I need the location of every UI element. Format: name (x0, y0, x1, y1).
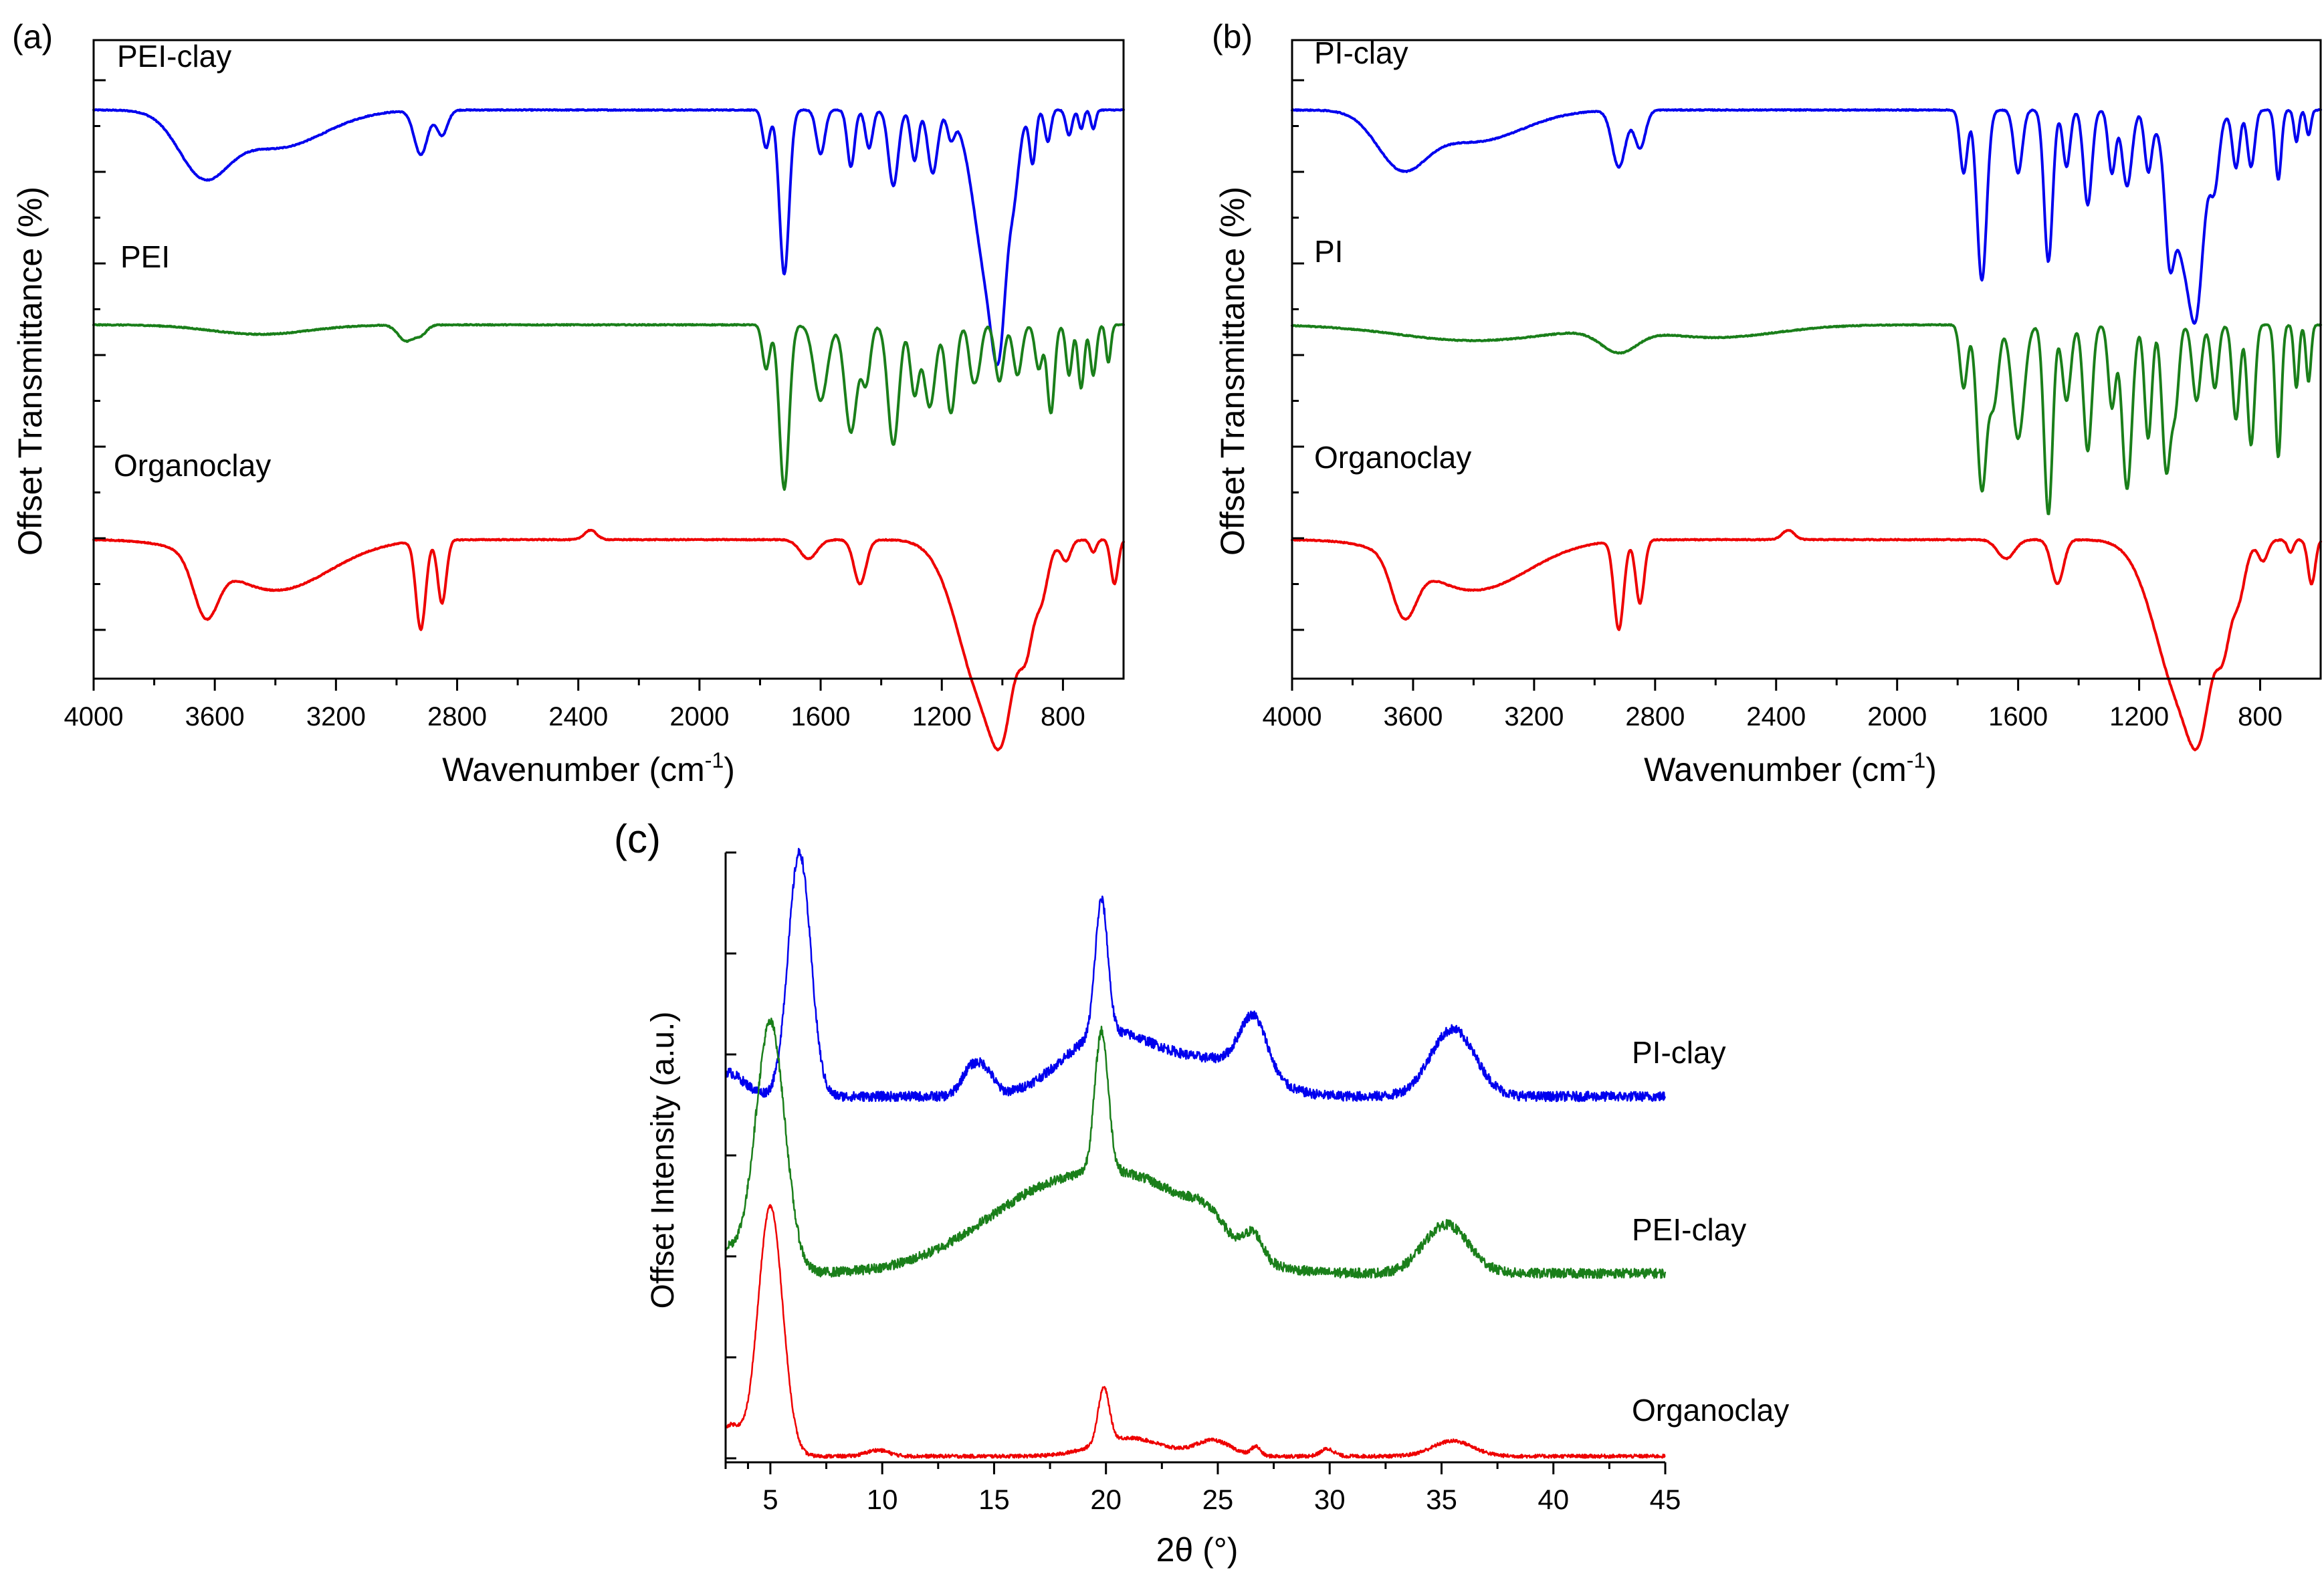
panel-c-x-tick-label-20: 20 (1090, 1484, 1122, 1515)
panel-b-trace-pi-clay (1291, 108, 2322, 325)
panel-a-axes (92, 39, 1125, 680)
panel-c-x-tick-label-25: 25 (1202, 1484, 1234, 1515)
panel-c-xrd: (c) 5 10 15 20 25 30 35 40 45 PI-clay PEI-clay Org… (614, 816, 1789, 1569)
panel-b-x-tick-label-3200: 3200 (1504, 702, 1564, 731)
panel-b-x-tick-label-4000: 4000 (1263, 702, 1322, 731)
panel-c-trace-organoclay (725, 1204, 1666, 1459)
panel-b-x-tick-label-1600: 1600 (1988, 702, 2048, 731)
panel-b-x-tick-label-1200: 1200 (2109, 702, 2169, 731)
panel-b-x-tick-label-3600: 3600 (1383, 702, 1443, 731)
panel-c-label-pi-clay: PI-clay (1632, 1035, 1726, 1070)
panel-b-ftir: (b) 4000 3600 3200 2800 2400 2000 1600 1200 800 … (1212, 18, 2322, 788)
panel-a-frame (92, 39, 1125, 680)
panel-a-trace-pei (92, 323, 1125, 491)
panel-b-trace-organoclay (1291, 529, 2322, 752)
panel-b-y-ticks (1292, 79, 1304, 631)
panel-c-y-ticks (726, 851, 736, 1460)
panel-c-trace-pei-clay (724, 1017, 1667, 1279)
panel-b-y-axis-title: Offset Transmittance (%) (1214, 187, 1251, 556)
panel-b-label-organoclay: Organoclay (1314, 440, 1471, 475)
panel-a-x-tick-label-4000: 4000 (64, 702, 124, 731)
panel-a-x-tick-label-2000: 2000 (669, 702, 729, 731)
panel-a-series-labels: PEI-clay PEI Organoclay (114, 39, 271, 483)
panel-c-trace-pi-clay (724, 848, 1667, 1103)
panel-a-x-tick-label-1200: 1200 (912, 702, 972, 731)
panel-a-x-tick-label-3200: 3200 (306, 702, 366, 731)
panel-a-x-ticks: 4000 3600 3200 2800 2400 2000 1600 1200 800 (64, 679, 1085, 731)
panel-c-x-tick-label-30: 30 (1314, 1484, 1346, 1515)
panel-c-x-tick-label-35: 35 (1426, 1484, 1457, 1515)
panel-b-label-pi-clay: PI-clay (1314, 35, 1408, 70)
panel-c-x-axis-title: 2θ (°) (1156, 1531, 1239, 1569)
panel-a-ftir: (a) 4000 3600 3200 2800 2400 2000 1600 1200 800 … (11, 18, 1125, 788)
panel-b-x-tick-label-2400: 2400 (1746, 702, 1806, 731)
panel-b-traces (1291, 108, 2322, 752)
panel-b-trace-pi (1291, 323, 2322, 516)
panel-a-x-tick-label-3600: 3600 (185, 702, 245, 731)
panel-c-series-labels: PI-clay PEI-clay Organoclay (1632, 1035, 1789, 1428)
panel-a-x-tick-label-2800: 2800 (427, 702, 487, 731)
panel-b-label-pi: PI (1314, 234, 1343, 269)
panel-a-trace-organoclay (92, 528, 1125, 752)
panel-c-x-tick-label-40: 40 (1538, 1484, 1569, 1515)
panel-b-axes (1291, 39, 2322, 680)
panel-b-frame (1291, 39, 2322, 680)
panel-a-label-pei: PEI (120, 239, 170, 274)
panel-b-series-labels: PI-clay PI Organoclay (1314, 35, 1471, 475)
panel-b-x-tick-label-2000: 2000 (1867, 702, 1927, 731)
panel-c-x-tick-label-45: 45 (1650, 1484, 1681, 1515)
panel-a-x-tick-label-1600: 1600 (791, 702, 851, 731)
panel-a-x-tick-label-800: 800 (1041, 702, 1085, 731)
panel-c-label-pei-clay: PEI-clay (1632, 1212, 1746, 1247)
panel-a-label-pei-clay: PEI-clay (117, 39, 231, 74)
panel-b-label: (b) (1212, 18, 1253, 55)
panel-a-x-tick-label-2400: 2400 (548, 702, 608, 731)
panel-c-label-organoclay: Organoclay (1632, 1393, 1789, 1428)
panel-b-x-ticks: 4000 3600 3200 2800 2400 2000 1600 1200 800 (1263, 679, 2283, 731)
panel-b-x-axis-title: Wavenumber (cm-1) (1644, 748, 1937, 788)
panel-b-x-tick-label-800: 800 (2238, 702, 2283, 731)
panel-c-x-tick-label-15: 15 (978, 1484, 1010, 1515)
panel-c-x-tick-label-10: 10 (867, 1484, 898, 1515)
panel-c-x-ticks: 5 10 15 20 25 30 35 40 45 (724, 1462, 1681, 1515)
panel-a-trace-pei-clay (92, 108, 1125, 366)
panel-a-label: (a) (12, 18, 53, 55)
panel-c-y-axis-title: Offset Intensity (a.u.) (645, 1012, 681, 1309)
panel-a-y-ticks (94, 79, 106, 631)
panel-a-y-axis-title: Offset Transmittance (%) (11, 187, 49, 556)
panel-a-label-organoclay: Organoclay (114, 448, 271, 483)
panel-c-x-tick-label-5: 5 (762, 1484, 778, 1515)
panel-c-traces (724, 848, 1667, 1459)
panel-a-traces (92, 108, 1125, 752)
panel-c-label: (c) (614, 816, 661, 861)
panel-c-axes (724, 853, 1665, 1464)
panel-a-x-axis-title: Wavenumber (cm-1) (442, 748, 735, 788)
panel-b-x-tick-label-2800: 2800 (1625, 702, 1685, 731)
